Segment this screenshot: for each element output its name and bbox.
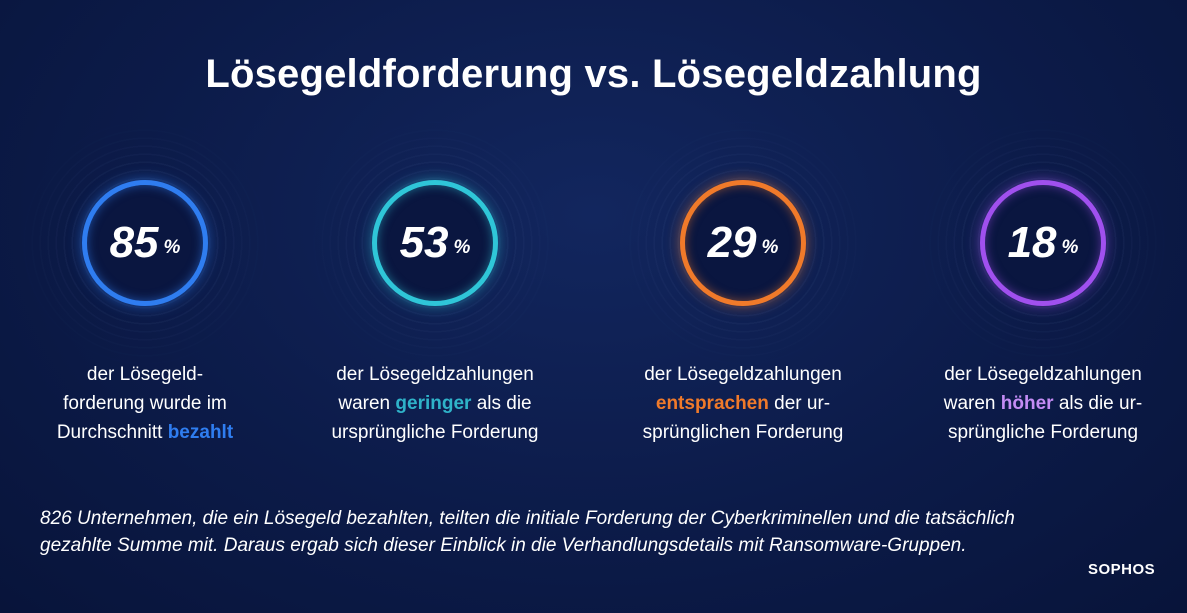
stat-caption: der Lösegeldzahlungen waren geringer als… — [290, 360, 580, 447]
stat-card-paid: 85 % der Lösegeld- forderung wurde im Du… — [0, 113, 290, 447]
caption-line: der Lösegeldzahlungen — [644, 364, 842, 385]
percentage-ring: 53 % — [372, 180, 498, 306]
caption-line: waren höher als die ur- — [898, 389, 1187, 418]
stat-caption: der Lösegeldzahlungen entsprachen der ur… — [598, 360, 888, 447]
percentage-value: 18 — [1007, 218, 1057, 267]
caption-line: sprünglichen Forderung — [642, 422, 844, 443]
caption-highlight: bezahlt — [167, 422, 234, 443]
caption-line: forderung wurde im — [63, 393, 227, 414]
caption-text: Durchschnitt — [56, 422, 168, 443]
stat-card-higher: 18 % der Lösegeldzahlungen waren höher a… — [898, 113, 1187, 447]
stat-card-lower: 53 % der Lösegeldzahlungen waren geringe… — [290, 113, 580, 447]
caption-line: der Lösegeldzahlungen — [336, 364, 534, 385]
percentage-unit: % — [761, 237, 779, 258]
percentage-ring: 18 % — [980, 180, 1106, 306]
caption-line: waren geringer als die — [290, 389, 580, 418]
percentage-value: 29 — [707, 218, 757, 267]
sophos-logo: SOPHOS — [1088, 561, 1156, 578]
percentage-value: 53 — [399, 218, 449, 267]
stat-card-equal: 29 % der Lösegeldzahlungen entsprachen d… — [598, 113, 888, 447]
percentage-unit: % — [453, 237, 471, 258]
stat-caption: der Lösegeldzahlungen waren höher als di… — [898, 360, 1187, 447]
caption-line: entsprachen der ur- — [598, 389, 888, 418]
percentage-value: 85 — [109, 218, 159, 267]
caption-line: sprüngliche Forderung — [947, 422, 1139, 443]
caption-line: ursprüngliche Forderung — [331, 422, 539, 443]
caption-line: Durchschnitt bezahlt — [0, 418, 290, 447]
caption-highlight: höher — [1000, 393, 1054, 414]
caption-text: der ur- — [768, 393, 831, 414]
percentage-ring: 85 % — [82, 180, 208, 306]
footnote-line: 826 Unternehmen, die ein Lösegeld bezahl… — [40, 508, 1015, 529]
percentage-unit: % — [163, 237, 181, 258]
caption-text: als die — [471, 393, 532, 414]
caption-text: waren — [338, 393, 396, 414]
caption-text: waren — [943, 393, 1001, 414]
caption-line: der Lösegeldzahlungen — [944, 364, 1142, 385]
percentage-ring: 29 % — [680, 180, 806, 306]
caption-highlight: entsprachen — [655, 393, 769, 414]
caption-highlight: geringer — [395, 393, 472, 414]
stat-caption: der Lösegeld- forderung wurde im Durchsc… — [0, 360, 290, 447]
footnote: 826 Unternehmen, die ein Lösegeld bezahl… — [40, 505, 1160, 559]
caption-line: der Lösegeld- — [86, 364, 204, 385]
caption-text: als die ur- — [1053, 393, 1143, 414]
footnote-line: gezahlte Summe mit. Daraus ergab sich di… — [40, 535, 967, 556]
percentage-unit: % — [1061, 237, 1079, 258]
page-title: Lösegeldforderung vs. Lösegeldzahlung — [205, 52, 982, 96]
